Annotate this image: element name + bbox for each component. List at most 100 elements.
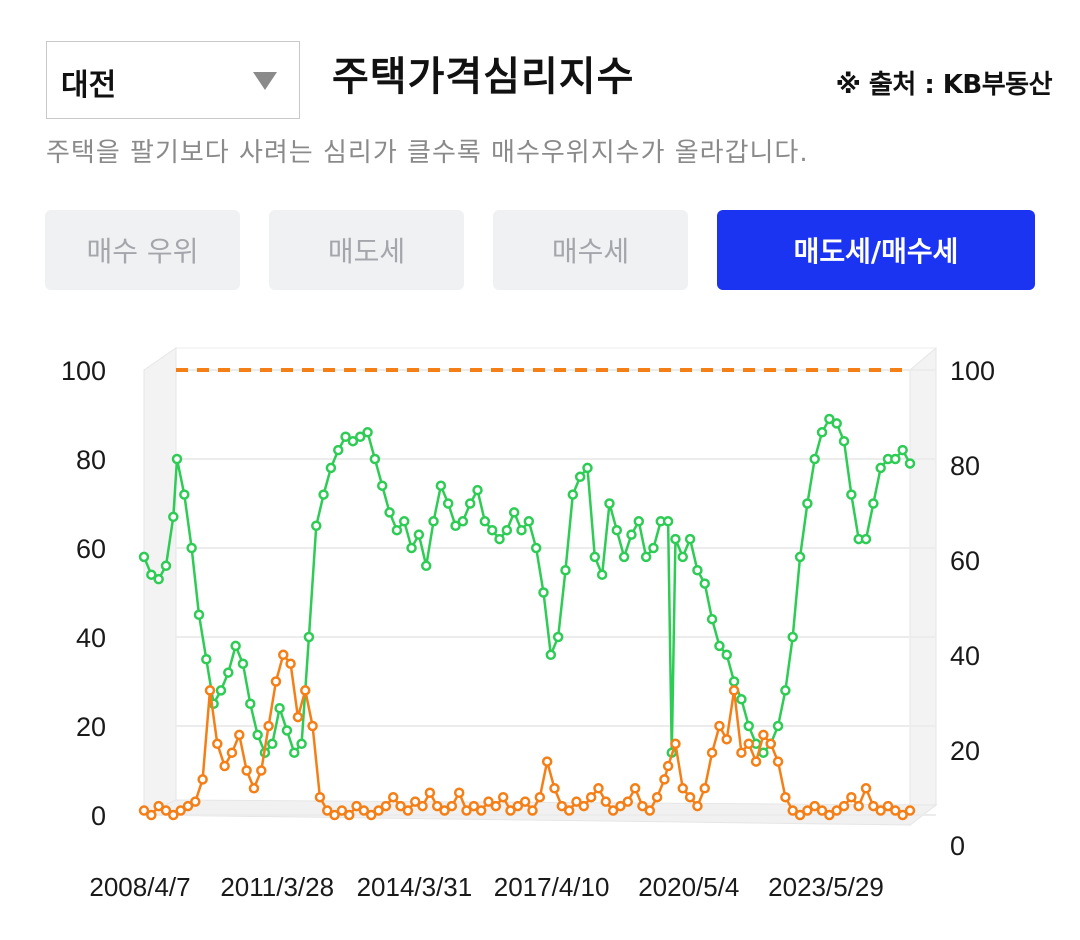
data-point [475, 805, 487, 816]
region-select[interactable]: 대전 [46, 41, 300, 119]
data-point [897, 444, 908, 456]
data-point [347, 435, 359, 447]
data-point [332, 444, 344, 456]
data-point [307, 720, 318, 732]
data-point [677, 783, 689, 794]
data-point [604, 498, 615, 509]
data-point [787, 631, 798, 643]
data-point [780, 685, 791, 696]
data-point [267, 738, 278, 750]
data-point [545, 649, 557, 661]
data-point [765, 738, 776, 750]
data-point [677, 551, 689, 563]
source-label: ※ 출처 : KB부동산 [835, 70, 1053, 100]
data-point [831, 418, 842, 429]
data-point [802, 498, 813, 509]
data-point [541, 756, 553, 767]
x-tick: 2017/4/10 [494, 872, 610, 902]
data-point [186, 542, 197, 554]
tab-buy-dominance[interactable]: 매수 우위 [45, 210, 240, 290]
data-point [391, 524, 403, 536]
data-point [527, 805, 538, 816]
data-point [311, 520, 322, 531]
data-point [589, 551, 601, 563]
data-point [736, 694, 747, 705]
data-point [684, 533, 696, 545]
data-point [219, 760, 230, 772]
data-point [714, 640, 725, 652]
data-point [750, 756, 762, 767]
y-tick-right: 20 [950, 736, 980, 766]
data-point [670, 533, 681, 545]
data-point [171, 453, 183, 465]
data-point [578, 800, 590, 812]
data-point [322, 805, 333, 816]
data-point [567, 489, 579, 500]
data-point [519, 796, 531, 807]
data-point [890, 805, 901, 816]
y-tick-right: 100 [950, 356, 995, 386]
data-point [153, 800, 164, 812]
data-point [376, 480, 388, 491]
data-point [168, 809, 179, 821]
page-title: 주택가격심리지수 [332, 54, 635, 100]
x-tick: 2023/5/29 [768, 872, 884, 902]
data-point [252, 729, 263, 741]
data-point [237, 658, 249, 669]
data-point [193, 609, 205, 620]
data-point [809, 800, 820, 812]
chart-axes: 100 80 60 40 20 0 100 80 60 40 20 0 2008/4/7 2011/3/2… [61, 356, 995, 902]
y-tick-right: 60 [950, 546, 980, 576]
data-point [146, 809, 157, 821]
data-point [582, 462, 593, 474]
data-point [417, 800, 428, 812]
data-point [563, 805, 575, 816]
data-point [758, 729, 769, 741]
data-point [684, 791, 696, 803]
y-tick-left: 40 [76, 623, 106, 653]
tab-sell-trend[interactable]: 매도세 [269, 210, 464, 290]
data-point [809, 453, 820, 465]
data-point [296, 738, 307, 750]
tab-sell-buy-trend[interactable]: 매도세/매수세 [717, 210, 1035, 290]
data-point [772, 756, 784, 767]
data-point [508, 507, 520, 518]
tab-buy-trend[interactable]: 매수세 [493, 210, 688, 290]
data-point [483, 796, 494, 807]
data-point [699, 578, 711, 589]
data-point [736, 747, 747, 758]
data-point [230, 640, 241, 652]
data-point [248, 783, 260, 794]
data-point [138, 551, 150, 563]
y-tick-left: 60 [76, 534, 106, 564]
data-point [637, 800, 648, 812]
data-point [615, 800, 626, 812]
data-point [446, 800, 458, 812]
data-point [787, 805, 798, 816]
data-point [501, 524, 513, 536]
data-point [816, 427, 828, 438]
data-point [497, 791, 509, 803]
data-point [648, 542, 659, 554]
data-point [714, 720, 725, 732]
data-point [486, 524, 498, 536]
page-subtitle: 주택을 팔기보다 사려는 심리가 클수록 매수우위지수가 올라갑니다. [46, 138, 809, 168]
data-point [146, 569, 157, 580]
data-point [846, 791, 857, 803]
sentiment-chart: 100 80 60 40 20 0 100 80 60 40 20 0 2008/4/7 2011/3/2… [61, 346, 995, 902]
data-point [373, 805, 384, 816]
data-point [461, 805, 472, 816]
data-point [662, 516, 674, 527]
data-point [640, 551, 652, 563]
data-point [721, 734, 732, 745]
data-point [160, 560, 172, 572]
data-point [270, 676, 282, 687]
data-point [574, 471, 586, 483]
data-point [505, 805, 516, 816]
data-point [314, 791, 326, 803]
data-point [351, 800, 362, 812]
x-tick: 2008/4/7 [89, 872, 190, 902]
data-point [278, 649, 289, 661]
y-tick-left: 0 [91, 801, 106, 831]
y-tick-left: 100 [61, 356, 106, 386]
